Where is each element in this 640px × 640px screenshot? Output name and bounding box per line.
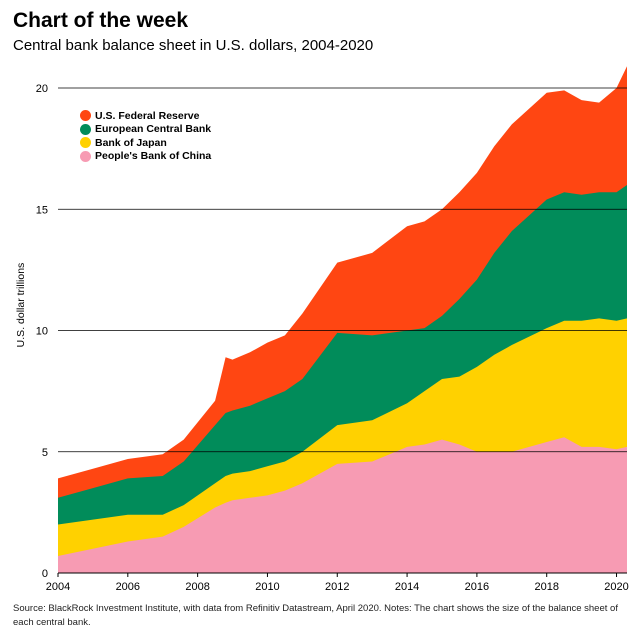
x-tick-label: 2010: [255, 581, 279, 593]
x-tick-label: 2006: [116, 581, 140, 593]
legend-swatch: [80, 110, 91, 122]
source-note: Source: BlackRock Investment Institute, …: [13, 603, 618, 628]
legend-item: European Central Bank: [80, 123, 211, 137]
chart-subtitle: Central bank balance sheet in U.S. dolla…: [13, 37, 374, 54]
x-tick-label: 2008: [185, 581, 209, 593]
x-tick-label: 2020: [604, 581, 628, 593]
legend-item: People's Bank of China: [80, 150, 211, 164]
area-series-group: [58, 66, 627, 573]
legend-item: U.S. Federal Reserve: [80, 109, 211, 123]
legend-item: Bank of Japan: [80, 136, 211, 150]
chart-title: Chart of the week: [13, 9, 189, 32]
area-people-s-bank-of-china: [58, 437, 627, 573]
stacked-area-chart: 2004 2006 2008 2010 2012 2014 2016 2018 2020 051…: [15, 66, 629, 593]
x-tick-label: 2012: [325, 581, 349, 593]
legend-label: People's Bank of China: [95, 150, 212, 163]
legend-label: European Central Bank: [95, 123, 212, 136]
legend-label: Bank of Japan: [95, 136, 167, 149]
y-axis-label: U.S. dollar trillions: [15, 263, 27, 348]
gridlines: [58, 87, 627, 453]
y-tick-label: 20: [36, 83, 48, 95]
y-tick-label: 0: [42, 568, 48, 580]
x-tick-label: 2014: [395, 581, 419, 593]
x-axis-ticks: 2004 2006 2008 2010 2012 2014 2016 2018 2020: [46, 573, 629, 593]
y-tick-label: 10: [36, 326, 48, 338]
legend-swatch: [80, 150, 91, 162]
legend-swatch: [80, 123, 91, 135]
legend-label: U.S. Federal Reserve: [95, 109, 200, 122]
y-tick-label: 15: [36, 204, 48, 216]
legend-swatch: [80, 137, 91, 149]
y-tick-label: 5: [42, 447, 48, 459]
x-tick-label: 2018: [534, 581, 558, 593]
y-axis-ticks: 0 5 10 15 20: [36, 83, 48, 580]
x-tick-label: 2016: [465, 581, 489, 593]
legend: U.S. Federal Reserve European Central Ban…: [80, 109, 211, 163]
x-tick-label: 2004: [46, 581, 70, 593]
